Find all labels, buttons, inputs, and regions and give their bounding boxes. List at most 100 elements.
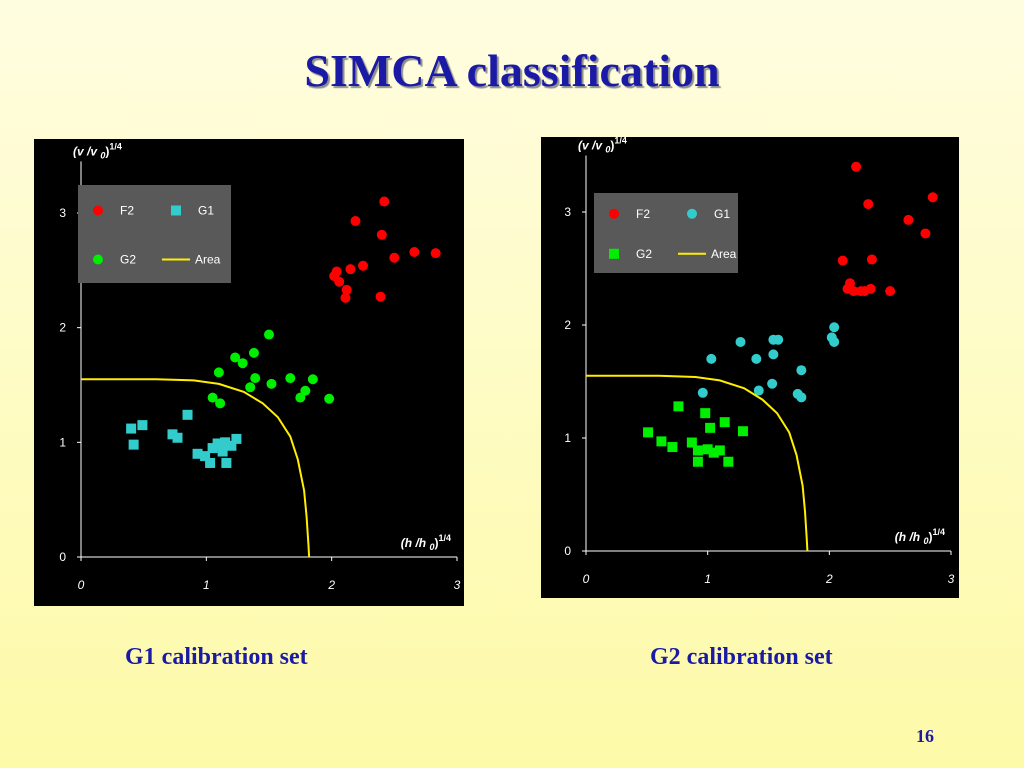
g1-point [773,334,784,345]
legend-g1-label: G1 [198,203,214,217]
g1-point [231,433,242,444]
g2-point [266,378,277,389]
g2-point [215,398,226,409]
f2-point [903,214,914,225]
caption-g1-calibration-set: G1 calibration set [125,644,308,670]
chart-g1-svg: 0 1 2 3 0 1 2 3 (v /v 0)1/4 (h /h 0)1/4 F2 G1 G2 Area [59,141,461,592]
legend-f2-label: F2 [636,207,650,221]
x-tick-label: 2 [825,572,833,586]
f2-point [865,283,876,294]
y-tick-label: 0 [564,544,571,558]
g2-point [300,385,311,396]
x-tick-label: 3 [454,578,461,592]
legend-area-label: Area [711,247,737,261]
x-axis-label: (h /h 0)1/4 [895,527,945,546]
legend-g2-label: G2 [636,247,652,261]
f2-point [375,291,386,302]
y-tick-label: 2 [59,321,66,335]
chart-g2-calibration: 0 1 2 3 0 1 2 3 (v /v 0)1/4 (h /h 0)1/4 F2 G1 G2 Area [541,137,959,598]
g2-point [285,373,296,384]
g1-point [706,353,717,364]
g2-point [737,426,748,437]
g2-point [667,442,678,453]
g1-point [829,322,840,333]
g1-point [207,443,218,454]
g1-point [735,336,746,347]
f2-point [334,276,345,287]
g1-point [751,353,762,364]
g1-point [768,349,779,360]
legend-f2-label: F2 [120,203,134,217]
legend-area-label: Area [195,252,221,266]
g2-point [643,427,654,438]
g1-point [192,448,203,459]
g1-point [167,429,178,440]
g1-point [126,423,137,434]
g1-point [226,440,237,451]
g2-point [295,392,306,403]
chart-g2-svg: 0 1 2 3 0 1 2 3 (v /v 0)1/4 (h /h 0)1/4 F2 G1 G2 Area [564,137,955,586]
legend-g1-marker [171,205,181,216]
g1-point [767,378,778,389]
x-tick-label: 0 [78,578,85,592]
g2-point [723,456,734,467]
g1-point [697,387,708,398]
f2-point [340,292,351,303]
f2-point [920,228,931,239]
g2-point [719,417,730,428]
x-tick-label: 1 [203,578,210,592]
g1-point [796,392,807,403]
g2-point [213,367,224,378]
f2-point [350,216,361,227]
y-tick-label: 3 [59,206,66,220]
area-boundary-line [81,378,311,558]
g2-point [248,347,259,358]
legend-g2-marker [609,248,619,259]
legend-g2-label: G2 [120,252,136,266]
g2-point [656,436,667,447]
y-axis-label: (v /v 0)1/4 [578,137,627,155]
x-tick-label: 2 [327,578,335,592]
slide-title: SIMCA classification [304,45,720,96]
x-tick-label: 0 [583,572,590,586]
caption-g2-calibration-set: G2 calibration set [650,644,833,670]
g1-point [137,420,148,431]
g1-point [753,385,764,396]
y-tick-label: 2 [564,318,571,332]
f2-point [885,286,896,297]
f2-point [331,266,342,277]
g1-point [205,457,216,468]
legend-box [78,185,231,283]
g2-point [705,422,716,433]
f2-point [389,252,400,263]
f2-point [376,229,387,240]
f2-point [837,255,848,266]
f2-point [848,286,859,297]
g1-point [182,409,193,420]
f2-point [409,246,420,257]
g2-point [708,447,719,458]
g2-point [250,373,261,384]
f2-point [863,199,874,210]
g2-point [700,408,711,419]
y-tick-label: 3 [564,205,571,219]
x-tick-label: 3 [948,572,955,586]
f2-point [358,260,368,271]
g2-point [702,444,713,455]
x-tick-label: 1 [704,572,711,586]
g2-point [686,437,697,448]
f2-point [927,192,938,203]
g1-point [796,365,807,376]
g1-point [829,336,840,347]
f2-point [430,248,441,259]
chart-g1-calibration: 0 1 2 3 0 1 2 3 (v /v 0)1/4 (h /h 0)1/4 F2 G1 G2 Area [34,139,464,606]
f2-point [851,161,862,172]
y-axis-label: (v /v 0)1/4 [73,141,122,160]
g2-point [324,393,335,404]
y-tick-label: 0 [59,550,66,564]
page-number: 16 [916,726,934,746]
f2-point [341,284,352,295]
g2-point [245,382,256,393]
g1-point [221,457,232,468]
legend-box [594,193,738,273]
